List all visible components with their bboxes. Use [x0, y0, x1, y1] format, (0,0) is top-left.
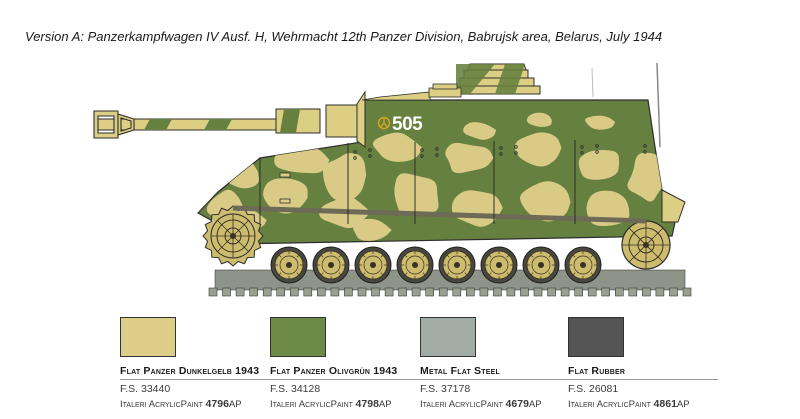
svg-text:505: 505 — [392, 114, 423, 135]
